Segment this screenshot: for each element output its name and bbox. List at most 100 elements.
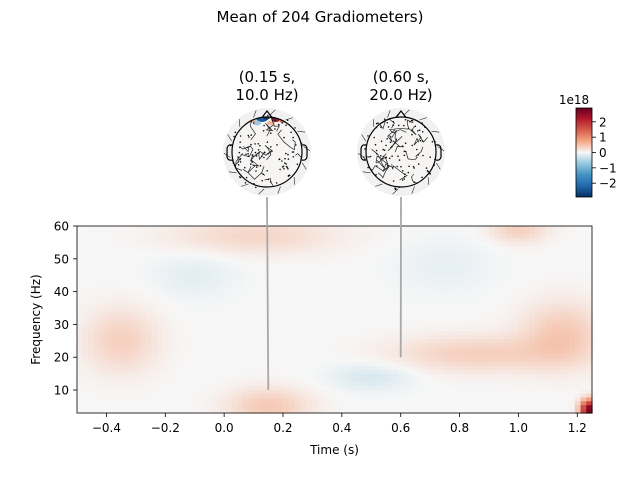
heatmap-cell <box>483 350 490 356</box>
heatmap-cell <box>414 405 421 410</box>
heatmap-cell <box>145 323 152 328</box>
heatmap-cell <box>443 241 450 247</box>
sensor-dot <box>234 131 237 134</box>
heatmap-cell <box>580 342 587 348</box>
heatmap-cell <box>357 366 364 371</box>
heatmap-cell <box>380 366 387 371</box>
heatmap-cell <box>283 261 290 266</box>
heatmap-cell <box>231 315 238 321</box>
heatmap-cell <box>386 284 393 289</box>
heatmap-cell <box>323 338 330 344</box>
heatmap-cell <box>174 401 181 406</box>
heatmap-cell <box>271 366 278 371</box>
heatmap-cell <box>460 342 467 348</box>
heatmap-cell <box>500 280 507 286</box>
heatmap-cell <box>426 272 433 278</box>
heatmap-cell <box>586 381 593 387</box>
heatmap-cell <box>569 288 576 293</box>
heatmap-cell <box>557 319 564 324</box>
heatmap-cell <box>500 245 507 250</box>
heatmap-cell <box>311 346 318 352</box>
heatmap-cell <box>174 331 181 336</box>
heatmap-cell <box>574 397 582 402</box>
heatmap-cell <box>523 389 530 395</box>
heatmap-cell <box>231 280 238 286</box>
heatmap-cell <box>265 226 273 231</box>
heatmap-cell <box>368 335 376 340</box>
heatmap-cell <box>391 370 399 375</box>
sensor-dot <box>279 168 281 171</box>
heatmap-cell <box>517 350 524 356</box>
heatmap-cell <box>483 362 490 367</box>
heatmap-cell <box>180 303 187 309</box>
heatmap-cell <box>288 233 296 239</box>
heatmap-cell <box>94 311 101 317</box>
heatmap-cell <box>94 354 101 360</box>
heatmap-cell <box>225 366 233 371</box>
heatmap-cell <box>420 381 427 387</box>
heatmap-cell <box>431 358 439 363</box>
heatmap-cell <box>466 393 473 399</box>
heatmap-cell <box>363 253 370 258</box>
heatmap-cell <box>294 409 301 414</box>
heatmap-cell <box>237 272 244 278</box>
heatmap-cell <box>134 237 141 243</box>
heatmap-cell <box>197 241 204 247</box>
heatmap-cell <box>529 409 536 414</box>
heatmap-cell <box>317 245 324 250</box>
heatmap-cell <box>305 272 313 278</box>
heatmap-cell <box>225 342 233 348</box>
heatmap-cell <box>500 401 507 406</box>
heatmap-cell <box>460 307 467 313</box>
heatmap-cell <box>105 346 112 352</box>
heatmap-cell <box>134 350 141 356</box>
heatmap-cell <box>557 257 564 262</box>
heatmap-cell <box>328 315 336 321</box>
heatmap-cell <box>128 284 135 289</box>
heatmap-cell <box>134 300 141 305</box>
heatmap-cell <box>288 374 296 379</box>
heatmap-cell <box>437 362 444 367</box>
heatmap-cell <box>500 284 507 289</box>
heatmap-cell <box>220 264 227 270</box>
heatmap-cell <box>208 288 215 293</box>
heatmap-cell <box>197 366 204 371</box>
heatmap-cell <box>334 315 341 321</box>
heatmap-cell <box>99 264 107 270</box>
heatmap-cell <box>277 226 284 231</box>
heatmap-cell <box>386 319 393 324</box>
heatmap-cell <box>403 358 410 363</box>
heatmap-cell <box>437 327 444 332</box>
heatmap-cell <box>426 377 433 383</box>
heatmap-cell <box>94 327 101 332</box>
heatmap-cell <box>82 327 90 332</box>
heatmap-cell <box>225 237 233 243</box>
heatmap-cell <box>94 276 101 282</box>
heatmap-cell <box>174 292 181 297</box>
heatmap-cell <box>477 354 484 360</box>
heatmap-cell <box>477 296 484 301</box>
heatmap-cell <box>454 253 461 258</box>
heatmap-cell <box>111 319 118 324</box>
heatmap-cell <box>122 370 130 375</box>
heatmap-cell <box>145 385 152 391</box>
heatmap-cell <box>208 342 215 348</box>
heatmap-cell <box>277 374 284 379</box>
heatmap-cell <box>288 303 296 309</box>
heatmap-cell <box>523 226 530 231</box>
heatmap-cell <box>180 284 187 289</box>
heatmap-cell <box>294 358 301 363</box>
heatmap-cell <box>557 261 564 266</box>
heatmap-cell <box>351 377 358 383</box>
heatmap-cell <box>323 264 330 270</box>
heatmap-cell <box>191 358 198 363</box>
heatmap-cell <box>345 323 353 328</box>
heatmap-cell <box>288 358 296 363</box>
heatmap-cell <box>191 409 198 414</box>
heatmap-cell <box>271 354 278 360</box>
heatmap-cell <box>231 366 238 371</box>
heatmap-cell <box>368 327 376 332</box>
heatmap-cell <box>134 389 141 395</box>
heatmap-cell <box>185 385 193 391</box>
heatmap-cell <box>443 409 450 414</box>
